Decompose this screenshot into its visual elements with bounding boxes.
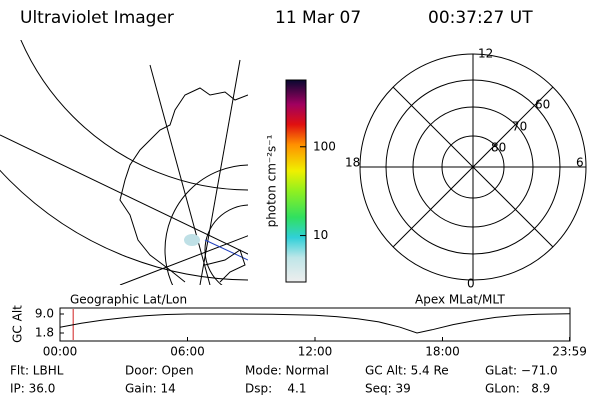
alt-ylabel: GC Alt xyxy=(11,305,25,343)
mlt-label: 12 xyxy=(478,47,493,61)
alt-xtick-label: 23:59 xyxy=(552,345,587,359)
colorbar xyxy=(285,79,307,283)
alt-ytick-label: 1.8 xyxy=(35,326,54,340)
info-field: GLon: 8.9 xyxy=(485,382,550,396)
time: 00:37:27 UT xyxy=(428,8,533,28)
mlt-label: 6 xyxy=(576,156,584,170)
alt-xtick-label: 00:00 xyxy=(43,345,78,359)
info-field: Gain: 14 xyxy=(125,382,176,396)
info-field: Door: Open xyxy=(125,364,194,378)
alt-xtick-label: 06:00 xyxy=(170,345,205,359)
colorbar-tick-label: 100 xyxy=(313,139,336,153)
date: 11 Mar 07 xyxy=(275,8,361,28)
geo-map xyxy=(0,40,248,285)
info-field: GC Alt: 5.4 Re xyxy=(365,364,449,378)
lat-label: 70 xyxy=(512,120,527,134)
polar-label: Apex MLat/MLT xyxy=(415,293,505,307)
mlt-label: 18 xyxy=(345,156,360,170)
map-label: Geographic Lat/Lon xyxy=(70,293,187,307)
info-field: GLat: −71.0 xyxy=(485,364,558,378)
title: Ultraviolet Imager xyxy=(20,8,174,28)
lat-label: 60 xyxy=(535,98,550,112)
colorbar-tick-label: 10 xyxy=(313,228,328,242)
alt-ytick-label: 9.0 xyxy=(35,307,54,321)
alt-xtick-label: 12:00 xyxy=(298,345,333,359)
info-field: Seq: 39 xyxy=(365,382,411,396)
colorbar-label: photon cm⁻²s⁻¹ xyxy=(265,134,279,227)
info-field: Flt: LBHL xyxy=(10,364,64,378)
info-field: Dsp: 4.1 xyxy=(245,382,307,396)
mlt-label: 0 xyxy=(467,277,475,291)
alt-frame xyxy=(59,307,571,342)
info-field: IP: 36.0 xyxy=(10,382,55,396)
info-field: Mode: Normal xyxy=(245,364,329,378)
lat-label: 80 xyxy=(491,141,506,155)
alt-xtick-label: 18:00 xyxy=(425,345,460,359)
alt-curve xyxy=(59,313,571,334)
polar-grid xyxy=(359,53,587,281)
